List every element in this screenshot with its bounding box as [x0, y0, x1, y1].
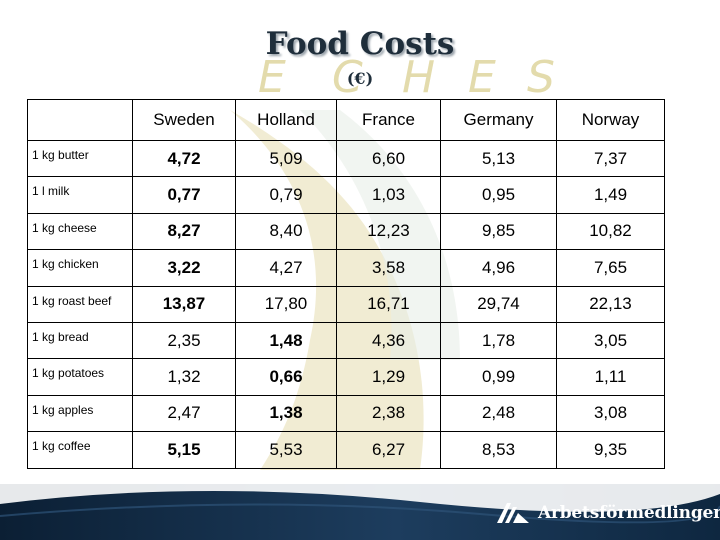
- row-label-cell: 1 kg roast beef: [27, 285, 133, 323]
- watermark-letter: H: [402, 52, 435, 103]
- cell-norway: 7,37: [556, 139, 665, 178]
- table-row: 1 kg butter 4,72 5,09 6,60 5,13 7,37: [27, 139, 665, 178]
- cell-sweden: 2,47: [132, 394, 236, 433]
- cell-sweden: 1,32: [132, 358, 236, 396]
- table-row: 1 kg apples 2,47 1,38 2,38 2,48 3,08: [27, 394, 665, 433]
- cell-holland: 0,66: [235, 358, 337, 396]
- column-header-norway: Norway: [556, 99, 665, 141]
- cell-holland: 1,38: [235, 394, 337, 433]
- table-header-row: Sweden Holland France Germany Norway: [27, 99, 665, 141]
- column-header-holland: Holland: [235, 99, 337, 141]
- table-row: 1 kg bread 2,35 1,48 4,36 1,78 3,05: [27, 321, 665, 360]
- table-row: 1 kg roast beef 13,87 17,80 16,71 29,74 22,13: [27, 285, 665, 323]
- arbetsformedlingen-logo[interactable]: Arbetsförmedlingen: [496, 501, 720, 525]
- column-header-item: [27, 99, 133, 141]
- cell-norway: 7,65: [556, 249, 665, 287]
- cell-sweden: 3,22: [132, 249, 236, 287]
- cell-holland: 4,27: [235, 249, 337, 287]
- cell-germany: 29,74: [440, 285, 557, 323]
- logo-text: Arbetsförmedlingen: [538, 503, 720, 523]
- cell-france: 4,36: [336, 321, 441, 360]
- cell-norway: 9,35: [556, 431, 665, 469]
- cell-sweden: 4,72: [132, 139, 236, 178]
- table-row: 1 kg chicken 3,22 4,27 3,58 4,96 7,65: [27, 249, 665, 287]
- cell-germany: 8,53: [440, 431, 557, 469]
- watermark-letter: E: [258, 52, 286, 103]
- cell-holland: 5,09: [235, 139, 337, 178]
- column-header-germany: Germany: [440, 99, 557, 141]
- cell-norway: 3,05: [556, 321, 665, 360]
- row-label-cell: 1 l milk: [27, 176, 133, 214]
- cell-germany: 1,78: [440, 321, 557, 360]
- cell-holland: 1,48: [235, 321, 337, 360]
- row-label-cell: 1 kg coffee: [27, 431, 133, 469]
- cell-france: 1,03: [336, 176, 441, 214]
- row-label-cell: 1 kg potatoes: [27, 358, 133, 396]
- watermark-letter: E: [468, 52, 496, 103]
- cell-holland: 8,40: [235, 212, 337, 251]
- cell-sweden: 8,27: [132, 212, 236, 251]
- row-label-cell: 1 kg apples: [27, 394, 133, 433]
- cell-france: 2,38: [336, 394, 441, 433]
- row-label-cell: 1 kg chicken: [27, 249, 133, 287]
- cell-germany: 4,96: [440, 249, 557, 287]
- cell-germany: 2,48: [440, 394, 557, 433]
- table-row: 1 l milk 0,77 0,79 1,03 0,95 1,49: [27, 176, 665, 214]
- page-subtitle: (€): [346, 69, 374, 88]
- cell-holland: 0,79: [235, 176, 337, 214]
- table-body: 1 kg butter 4,72 5,09 6,60 5,13 7,37 1 l milk 0…: [27, 139, 665, 469]
- cell-germany: 9,85: [440, 212, 557, 251]
- cell-germany: 0,95: [440, 176, 557, 214]
- cell-sweden: 5,15: [132, 431, 236, 469]
- row-label-cell: 1 kg cheese: [27, 212, 133, 251]
- cell-holland: 17,80: [235, 285, 337, 323]
- cell-france: 1,29: [336, 358, 441, 396]
- food-costs-table: Sweden Holland France Germany Norway 1 k…: [27, 99, 665, 469]
- cell-germany: 0,99: [440, 358, 557, 396]
- cell-germany: 5,13: [440, 139, 557, 178]
- footer-band: [0, 484, 720, 540]
- cell-france: 6,27: [336, 431, 441, 469]
- row-label-cell: 1 kg butter: [27, 139, 133, 178]
- footer-background: [0, 484, 720, 540]
- cell-france: 6,60: [336, 139, 441, 178]
- cell-norway: 1,49: [556, 176, 665, 214]
- arbetsformedlingen-logo-icon: [497, 503, 529, 523]
- cell-france: 3,58: [336, 249, 441, 287]
- cell-holland: 5,53: [235, 431, 337, 469]
- cell-sweden: 2,35: [132, 321, 236, 360]
- cell-norway: 22,13: [556, 285, 665, 323]
- watermark-letter: S: [527, 52, 555, 103]
- cell-norway: 1,11: [556, 358, 665, 396]
- cell-norway: 10,82: [556, 212, 665, 251]
- table-row: 1 kg cheese 8,27 8,40 12,23 9,85 10,82: [27, 212, 665, 251]
- table-row: 1 kg potatoes 1,32 0,66 1,29 0,99 1,11: [27, 358, 665, 396]
- row-label-cell: 1 kg bread: [27, 321, 133, 360]
- cell-sweden: 0,77: [132, 176, 236, 214]
- page-title: Food Costs: [265, 26, 455, 62]
- cell-norway: 3,08: [556, 394, 665, 433]
- watermark-letter: C: [332, 52, 363, 103]
- cell-france: 16,71: [336, 285, 441, 323]
- column-header-sweden: Sweden: [132, 99, 236, 141]
- cell-france: 12,23: [336, 212, 441, 251]
- table-row: 1 kg coffee 5,15 5,53 6,27 8,53 9,35: [27, 431, 665, 469]
- cell-sweden: 13,87: [132, 285, 236, 323]
- column-header-france: France: [336, 99, 441, 141]
